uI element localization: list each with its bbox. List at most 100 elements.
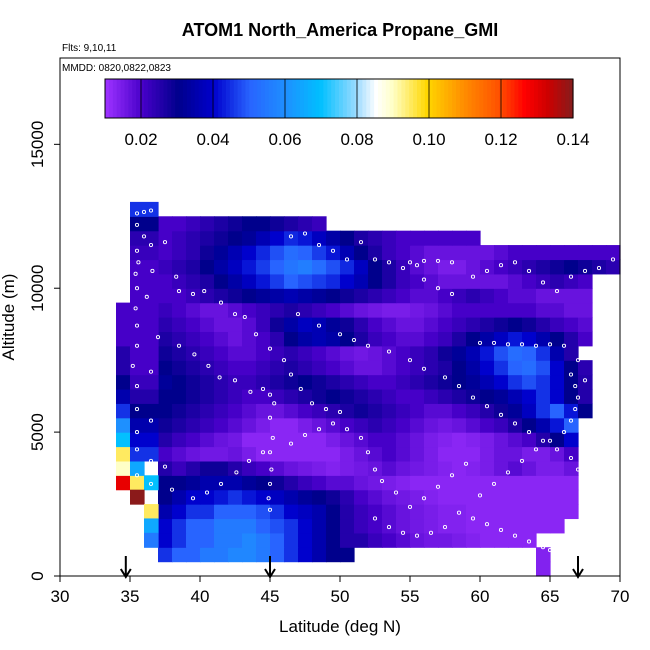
heatmap-cell (564, 417, 579, 433)
heatmap-cell (270, 388, 285, 404)
heatmap-cell (508, 403, 523, 419)
flight-point (190, 291, 196, 297)
heatmap-cell (494, 302, 509, 318)
flight-point (596, 343, 602, 348)
heatmap-cell (130, 388, 159, 404)
heatmap-cell (522, 504, 537, 520)
heatmap-cell (368, 273, 383, 289)
heatmap-cell (242, 388, 257, 404)
heatmap-cell (522, 460, 537, 476)
heatmap-cell (410, 432, 425, 448)
flight-point (589, 349, 595, 354)
heatmap-cell (312, 273, 327, 289)
heatmap-cell (242, 504, 257, 520)
heatmap-cell (214, 432, 229, 448)
heatmap-cell (186, 245, 201, 261)
heatmap-cell (214, 532, 229, 548)
heatmap-cell (284, 460, 299, 476)
heatmap-cell (550, 360, 565, 376)
heatmap-cell (396, 388, 411, 404)
heatmap-cell (172, 216, 187, 232)
flight-point (498, 263, 504, 268)
heatmap-cell (158, 532, 173, 548)
heatmap-cell (578, 259, 593, 275)
flight-point (575, 395, 581, 400)
heatmap-cell (284, 374, 299, 390)
flight-point (141, 234, 147, 239)
flight-point (162, 464, 168, 469)
colorbar-segment (424, 79, 430, 118)
heatmap-cell (256, 532, 271, 548)
y-tick-label: 10000 (28, 265, 47, 312)
heatmap-cell (480, 403, 495, 419)
heatmap-cell (550, 475, 565, 491)
heatmap-cell (368, 388, 383, 404)
heatmap-cell (536, 446, 551, 462)
heatmap-cell (186, 547, 201, 563)
heatmap-cell (424, 432, 439, 448)
heatmap-cell (228, 345, 243, 361)
colorbar-segment (132, 79, 137, 118)
colorbar-segment (261, 79, 266, 118)
heatmap-cell (242, 331, 257, 347)
colorbar-segment (534, 79, 539, 118)
heatmap-cell (186, 302, 201, 318)
heatmap-cell (368, 259, 383, 275)
heatmap-cell (424, 259, 439, 275)
flight-point (141, 209, 147, 215)
heatmap-cell (116, 432, 131, 448)
heatmap-cell (312, 460, 327, 476)
heatmap-cell (242, 360, 257, 376)
heatmap-cell (550, 273, 565, 289)
heatmap-cell (186, 432, 201, 448)
heatmap-cell (186, 417, 201, 433)
heatmap-cell (340, 273, 355, 289)
heatmap-cell (536, 475, 551, 491)
flight-point (540, 280, 546, 285)
heatmap-cell (508, 345, 523, 361)
colorbar-segment (233, 79, 239, 118)
heatmap-cell (172, 446, 187, 462)
heatmap-cell (396, 403, 411, 419)
heatmap-cell (438, 489, 453, 505)
heatmap-cell (410, 504, 425, 520)
heatmap-cell (452, 288, 467, 304)
colorbar-segment (124, 79, 129, 118)
colorbar (104, 78, 574, 119)
heatmap-cell (214, 216, 229, 232)
heatmap-cell (410, 302, 425, 318)
heatmap-cell (172, 288, 187, 304)
heatmap-cell (284, 388, 299, 404)
colorbar-segment (467, 79, 473, 118)
heatmap-cell (214, 245, 229, 261)
flight-point (130, 363, 135, 368)
heatmap-cell (466, 259, 481, 275)
heatmap-cell (354, 475, 369, 491)
heatmap-cell (466, 489, 481, 505)
heatmap-cell (228, 489, 243, 505)
flight-point (295, 312, 301, 317)
colorbar-segment (541, 79, 547, 118)
heatmap-cell (452, 403, 467, 419)
heatmap-cell (298, 317, 313, 332)
heatmap-cell (242, 403, 257, 419)
flight-point (477, 340, 483, 345)
heatmap-cell (256, 460, 271, 476)
heatmap-cell (564, 403, 579, 419)
heatmap-cell (284, 259, 299, 275)
heatmap-cell (578, 360, 593, 376)
heatmap-cell (256, 489, 271, 505)
colorbar-segment (307, 79, 313, 118)
heatmap-cell (270, 360, 285, 376)
heatmap-cell (494, 489, 509, 505)
heatmap-cell (522, 374, 537, 390)
heatmap-cell (578, 331, 593, 347)
heatmap-cell (508, 489, 523, 505)
latitude-markers (119, 556, 584, 579)
colorbar-segment (284, 79, 289, 118)
colorbar-segment (319, 79, 324, 118)
heatmap-cell (536, 489, 551, 505)
flight-point (547, 342, 553, 347)
heatmap-cell (312, 259, 327, 275)
heatmap-cell (480, 374, 495, 390)
